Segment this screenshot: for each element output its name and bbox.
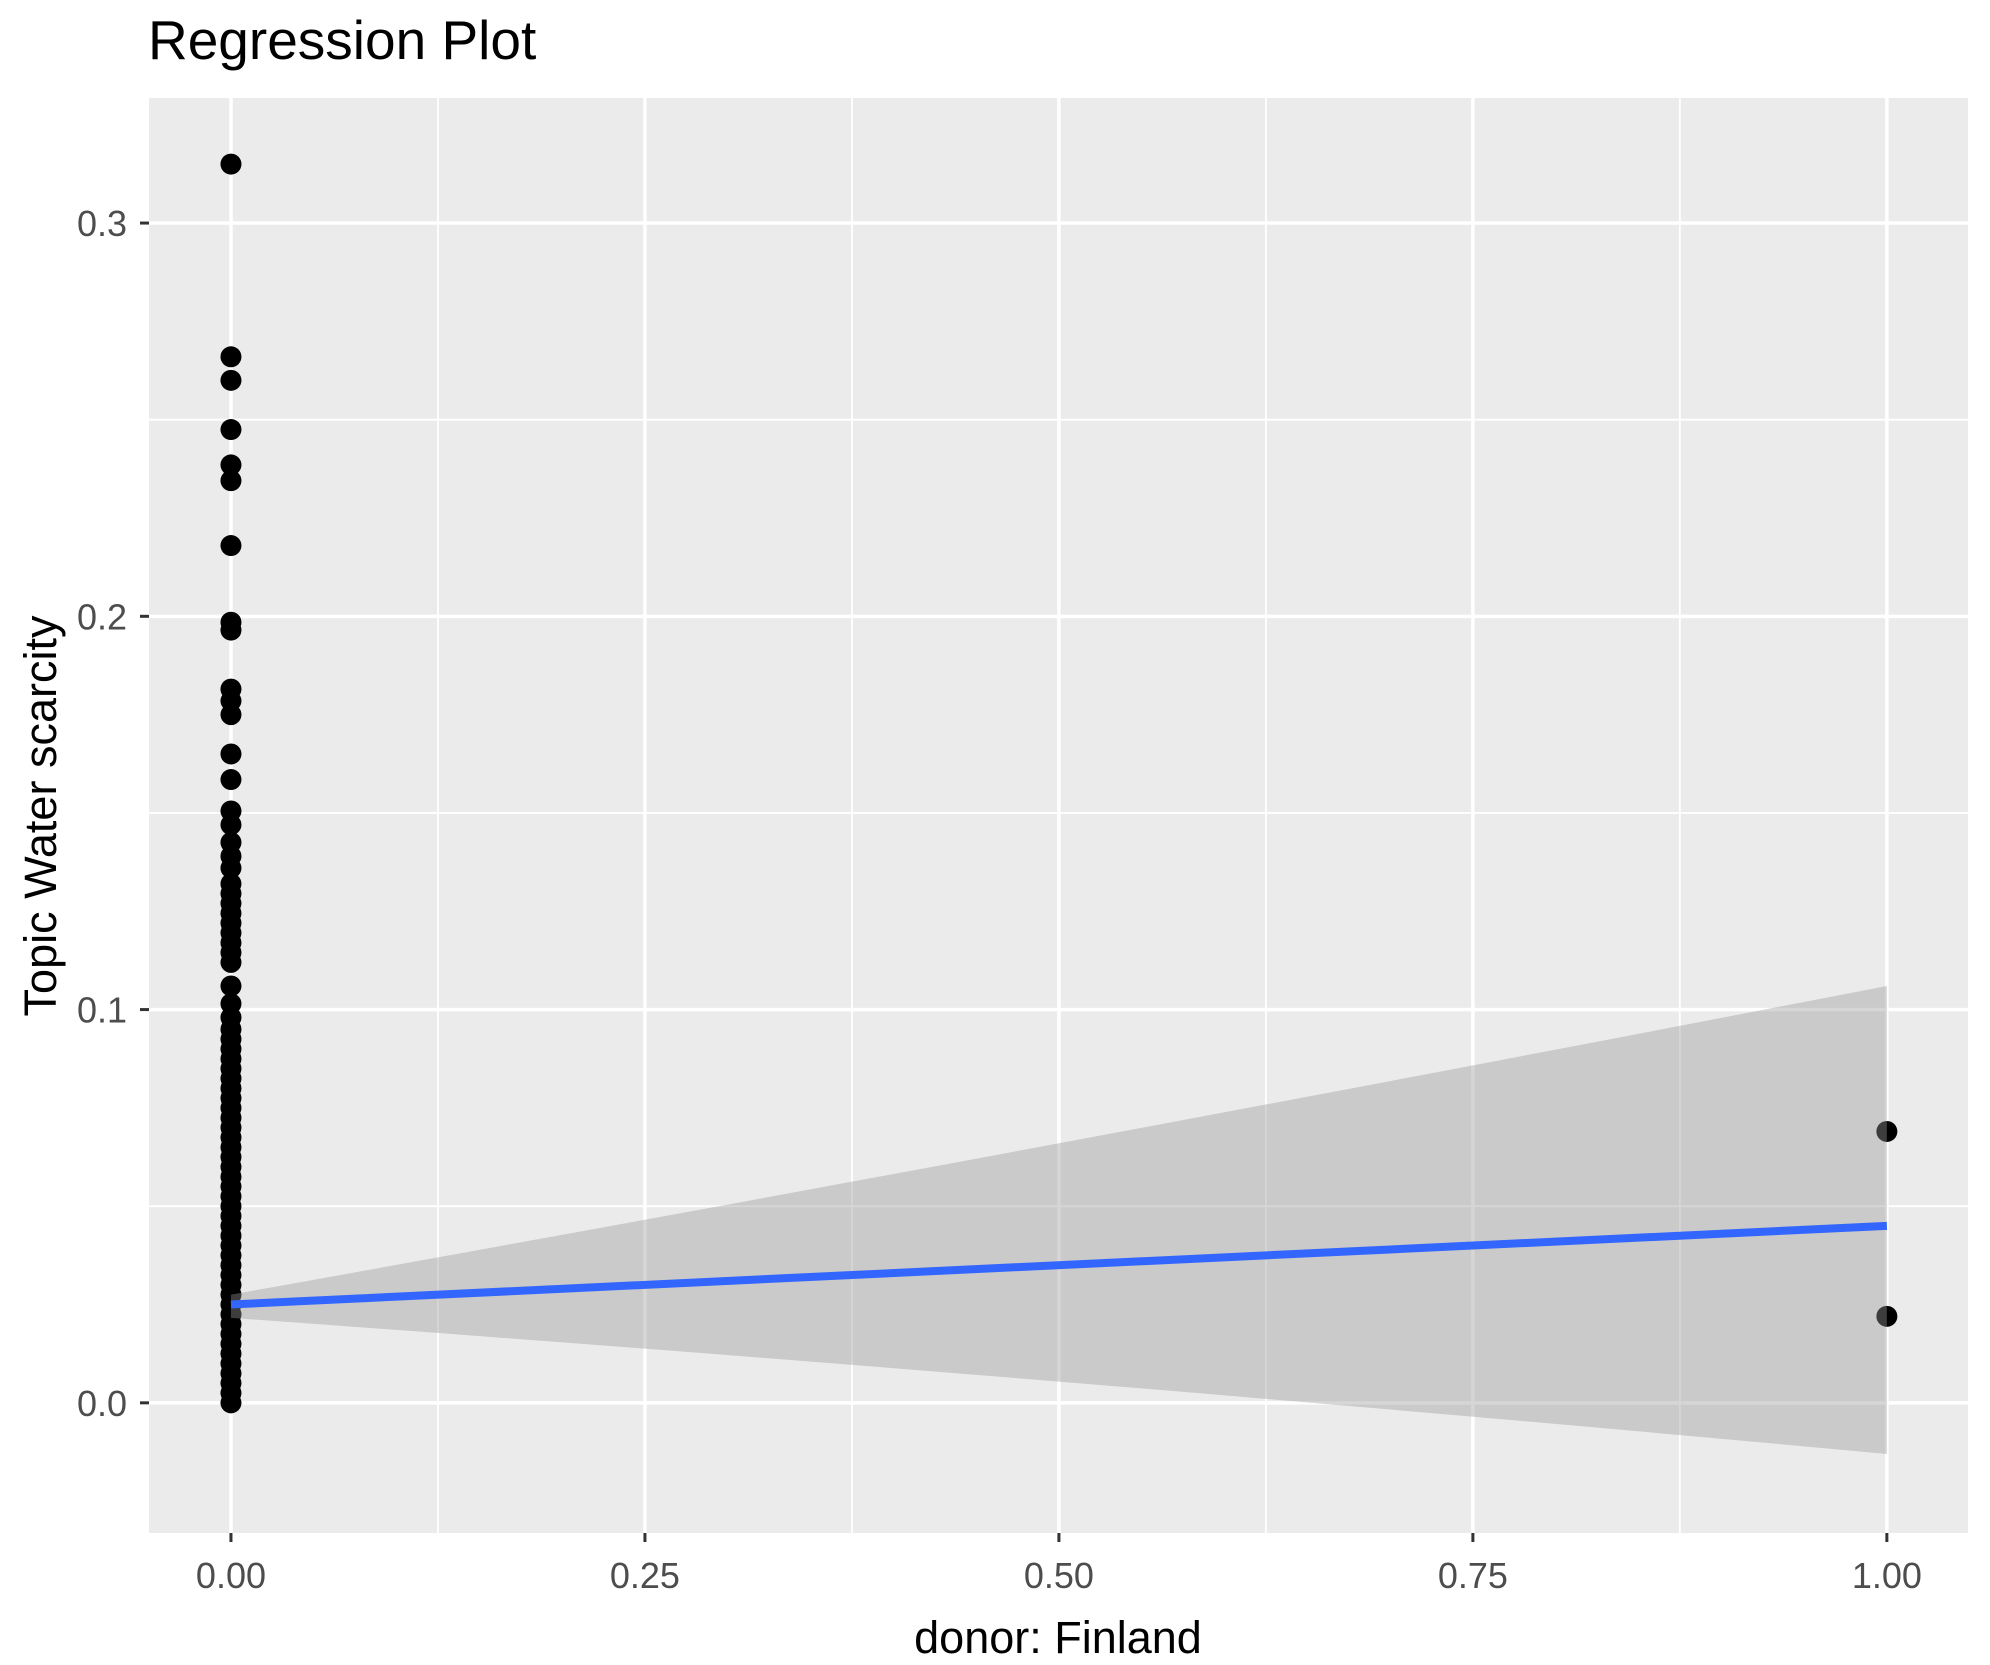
data-point <box>220 769 242 791</box>
plot-title: Regression Plot <box>148 9 537 71</box>
data-point <box>220 369 242 391</box>
data-point <box>220 454 242 476</box>
data-point <box>220 470 242 492</box>
x-axis-title: donor: Finland <box>914 1612 1202 1663</box>
x-tick-label: 0.25 <box>610 1555 680 1596</box>
data-point <box>1876 1120 1898 1142</box>
data-point <box>220 704 242 726</box>
y-axis-title: Topic Water scarcity <box>15 615 66 1017</box>
data-point <box>220 619 242 641</box>
y-tick-label: 0.3 <box>77 203 127 244</box>
y-tick-label: 0.2 <box>77 596 127 637</box>
data-point <box>220 1392 242 1414</box>
x-tick-label: 0.00 <box>196 1555 266 1596</box>
data-point <box>220 419 242 441</box>
data-point <box>220 743 242 765</box>
data-point <box>220 975 242 997</box>
x-tick-label: 0.75 <box>1438 1555 1508 1596</box>
data-point <box>220 346 242 368</box>
data-point <box>220 153 242 175</box>
regression-line <box>230 1221 1888 1309</box>
data-point <box>220 951 242 973</box>
y-tick-label: 0.0 <box>77 1383 127 1424</box>
confidence-band <box>230 985 1887 1454</box>
x-tick-label: 0.50 <box>1024 1555 1094 1596</box>
data-point <box>220 535 242 557</box>
y-tick-label: 0.1 <box>77 990 127 1031</box>
data-point <box>1876 1305 1898 1327</box>
x-tick-label: 1.00 <box>1852 1555 1922 1596</box>
data-point <box>220 814 242 836</box>
data-point <box>220 857 242 879</box>
